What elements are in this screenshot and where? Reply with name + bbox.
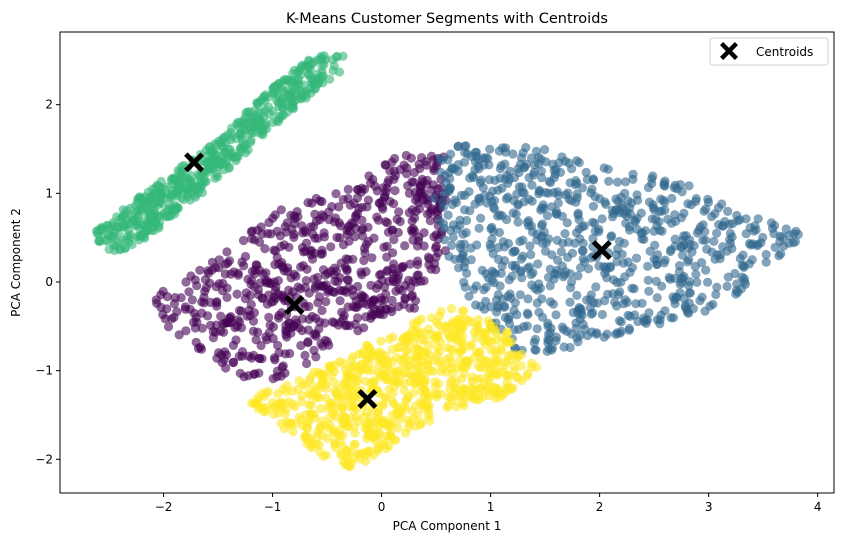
y-tick-label: −2 bbox=[35, 452, 53, 466]
x-axis-ticks: −2 −1 0 1 2 3 4 bbox=[155, 493, 822, 514]
legend-box bbox=[709, 37, 829, 66]
y-tick-label: 2 bbox=[45, 98, 53, 112]
centroid-x-icon bbox=[720, 42, 738, 60]
cluster-points bbox=[151, 150, 451, 384]
cluster-points bbox=[91, 51, 348, 255]
x-tick-label: 1 bbox=[487, 500, 495, 514]
x-tick-label: 2 bbox=[596, 500, 604, 514]
chart-title: K-Means Customer Segments with Centroids bbox=[286, 11, 608, 27]
cluster-points bbox=[247, 304, 542, 472]
centroid-marker bbox=[591, 240, 612, 261]
y-axis-ticks: −2 −1 0 1 2 bbox=[35, 98, 60, 466]
x-axis-label: PCA Component 1 bbox=[393, 519, 502, 533]
x-tick-label: 4 bbox=[814, 500, 822, 514]
y-tick-label: 0 bbox=[45, 275, 53, 289]
cluster-points bbox=[429, 141, 803, 356]
x-tick-label: 0 bbox=[378, 500, 386, 514]
centroid-marker bbox=[284, 295, 305, 316]
legend-label-centroids: Centroids bbox=[756, 45, 813, 59]
centroid-marker bbox=[357, 389, 378, 410]
axes-frame bbox=[59, 31, 835, 494]
x-tick-label: −2 bbox=[155, 500, 173, 514]
x-tick-label: −1 bbox=[264, 500, 282, 514]
legend: Centroids bbox=[709, 37, 829, 66]
y-tick-label: 1 bbox=[45, 186, 53, 200]
data-points bbox=[91, 51, 803, 472]
x-tick-label: 3 bbox=[705, 500, 713, 514]
centroid-markers bbox=[184, 152, 612, 410]
y-tick-label: −1 bbox=[35, 364, 53, 378]
y-axis-label: PCA Component 2 bbox=[9, 208, 23, 317]
centroid-marker bbox=[184, 152, 205, 173]
